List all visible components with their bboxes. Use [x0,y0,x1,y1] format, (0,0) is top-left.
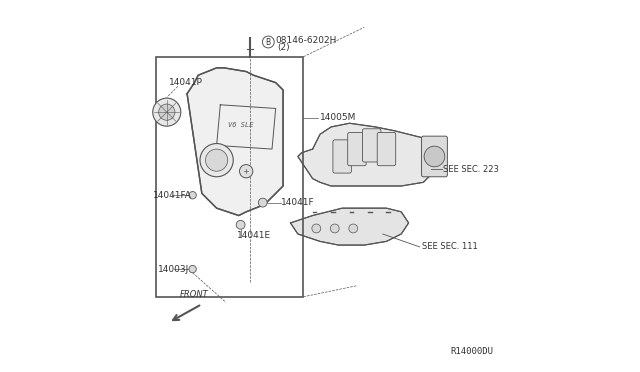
Text: 14041E: 14041E [237,231,271,240]
Circle shape [236,220,245,229]
Circle shape [259,198,268,207]
Text: V6 SLE: V6 SLE [228,122,253,128]
Text: SEE SEC. 223: SEE SEC. 223 [443,165,499,174]
Text: B: B [266,38,271,46]
Circle shape [349,224,358,233]
FancyBboxPatch shape [422,136,447,177]
Text: 14041F: 14041F [281,198,315,207]
Circle shape [312,224,321,233]
Circle shape [330,224,339,233]
FancyBboxPatch shape [377,132,396,166]
Text: (2): (2) [278,43,290,52]
Circle shape [205,149,228,171]
Circle shape [424,146,445,167]
Text: 14041P: 14041P [168,78,202,87]
FancyBboxPatch shape [333,140,351,173]
Circle shape [189,265,196,273]
Circle shape [200,144,233,177]
FancyBboxPatch shape [362,129,381,162]
Circle shape [153,98,181,126]
Text: 14003J: 14003J [158,264,189,273]
Text: 14041FA: 14041FA [153,191,192,200]
Bar [156,57,303,297]
Circle shape [189,192,196,199]
FancyBboxPatch shape [348,132,366,166]
Circle shape [262,36,274,48]
Circle shape [159,104,175,120]
Text: FRONT: FRONT [180,290,209,299]
Polygon shape [187,68,283,215]
Text: 14005M: 14005M [320,113,356,122]
Text: 08146-6202H: 08146-6202H [275,36,337,45]
Text: SEE SEC. 111: SEE SEC. 111 [422,243,477,251]
Text: R14000DU: R14000DU [451,347,493,356]
Polygon shape [291,208,408,245]
Polygon shape [298,123,438,186]
Circle shape [239,164,253,178]
